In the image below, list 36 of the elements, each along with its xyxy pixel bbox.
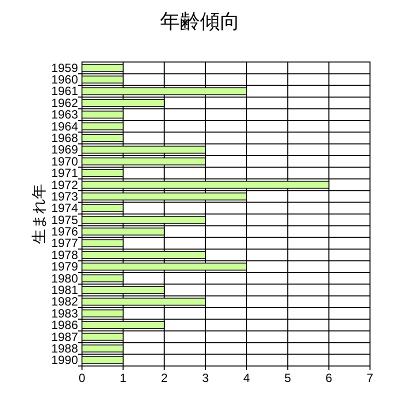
ytick: 1982 [51, 294, 78, 309]
xtick: 4 [243, 371, 250, 385]
ytick: 1968 [51, 131, 78, 145]
ytick: 1963 [51, 108, 78, 122]
ytick: 1974 [51, 201, 78, 216]
ytick: 1962 [51, 96, 78, 110]
ytick: 1980 [51, 271, 78, 286]
ytick: 1976 [51, 224, 78, 239]
xtick: 3 [202, 371, 209, 385]
ytick: 1972 [51, 178, 78, 192]
ytick: 1986 [51, 318, 78, 332]
ytick: 1959 [51, 60, 78, 75]
xtick: 2 [160, 371, 168, 385]
ytick: 1979 [51, 260, 78, 274]
ytick: 1975 [51, 212, 78, 227]
ytick: 1987 [51, 330, 78, 344]
ytick: 1964 [51, 119, 78, 134]
xtick: 6 [326, 371, 332, 385]
ytick: 1969 [51, 142, 78, 157]
ytick: 1988 [51, 341, 78, 356]
ytick: 1981 [51, 283, 78, 297]
ytick: 1990 [51, 353, 78, 368]
ytick: 1971 [51, 166, 78, 180]
ytick: 1973 [51, 189, 78, 204]
ytick: 1978 [51, 248, 78, 262]
xtick: 5 [284, 371, 292, 385]
xtick: 1 [120, 371, 126, 385]
xtick: 7 [366, 371, 374, 385]
ylabel: 生まれ年 [31, 184, 48, 244]
ytick: 1977 [51, 236, 78, 250]
ytick: 1970 [51, 154, 78, 168]
xtick: 0 [78, 371, 86, 385]
title: 年齢傾向 [160, 11, 240, 33]
ytick: 1983 [51, 306, 78, 320]
ytick: 1960 [51, 72, 78, 87]
ytick: 1961 [51, 84, 78, 98]
